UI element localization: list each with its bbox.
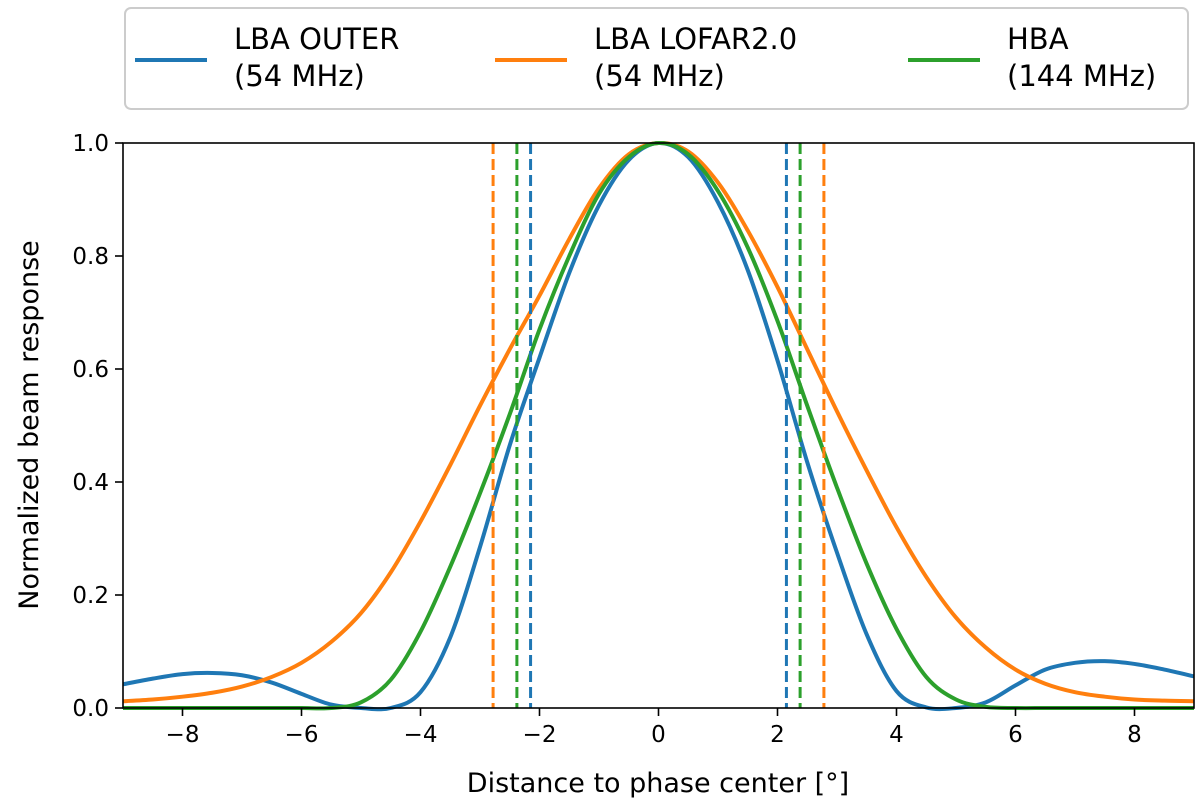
x-axis-ticks: −8 −6 −4 −2 0 2 4 6 8 bbox=[166, 708, 1142, 748]
y-axis-ticks: 0.0 0.2 0.4 0.6 0.8 1.0 bbox=[72, 131, 123, 722]
legend-label-0: LBA OUTER bbox=[234, 22, 399, 56]
legend-frame bbox=[124, 7, 1189, 110]
series-line-2 bbox=[122, 140, 1194, 711]
series-line-1 bbox=[122, 140, 1195, 704]
curves-layer bbox=[122, 140, 1195, 712]
y-tick-label: 0.2 bbox=[72, 583, 109, 609]
x-axis-label: Distance to phase center [°] bbox=[467, 768, 849, 799]
legend-label-1: LBA LOFAR2.0 bbox=[594, 22, 797, 56]
legend: LBA OUTER(54 MHz)LBA LOFAR2.0(54 MHz)HBA… bbox=[124, 7, 1189, 110]
x-tick-label: 0 bbox=[651, 722, 666, 748]
x-tick-label: 4 bbox=[889, 722, 904, 748]
legend-sublabel-2: (144 MHz) bbox=[1007, 59, 1156, 93]
y-tick-label: 0.4 bbox=[72, 470, 109, 496]
legend-sublabel-1: (54 MHz) bbox=[594, 59, 725, 93]
hpbw-markers-layer bbox=[491, 143, 826, 708]
plot-area-frame bbox=[122, 142, 1195, 709]
x-tick-label: −2 bbox=[523, 722, 557, 748]
x-tick-label: 2 bbox=[770, 722, 785, 748]
y-tick-label: 1.0 bbox=[72, 131, 109, 157]
x-tick-label: −4 bbox=[404, 722, 438, 748]
y-axis-label: Normalized beam response bbox=[14, 240, 45, 610]
legend-sublabel-0: (54 MHz) bbox=[234, 59, 365, 93]
x-tick-label: −8 bbox=[166, 722, 200, 748]
series-line-0 bbox=[122, 140, 1195, 712]
x-tick-label: 6 bbox=[1008, 722, 1023, 748]
y-tick-label: 0.8 bbox=[72, 244, 109, 270]
y-tick-label: 0.6 bbox=[72, 357, 109, 383]
y-tick-label: 0.0 bbox=[72, 696, 109, 722]
x-tick-label: 8 bbox=[1127, 722, 1142, 748]
x-tick-label: −6 bbox=[285, 722, 319, 748]
legend-label-2: HBA bbox=[1007, 22, 1069, 56]
